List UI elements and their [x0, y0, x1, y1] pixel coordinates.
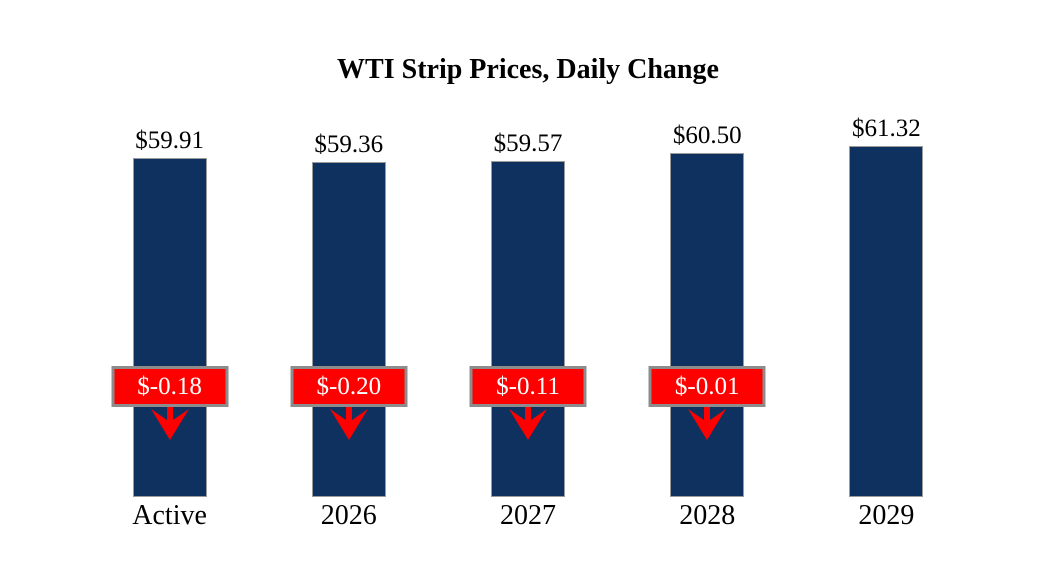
change-badge-label: $-0.11: [496, 373, 560, 400]
change-badge-label: $-0.18: [137, 373, 202, 400]
bar-group-2029: $61.32 2029: [797, 0, 976, 576]
value-label: $60.50: [672, 122, 742, 149]
value-label: $59.91: [135, 127, 204, 154]
category-label: Active: [132, 500, 207, 531]
change-badge-label: $-0.01: [674, 373, 740, 400]
category-label: 2029: [858, 500, 915, 531]
bar: [670, 153, 745, 497]
category-label: 2028: [679, 500, 736, 531]
down-arrow-icon: [509, 407, 547, 440]
change-badge: $-0.18: [111, 366, 229, 407]
value-label: $59.36: [314, 131, 384, 158]
bar: [491, 161, 565, 497]
plot-area: $59.91 $-0.18 Active $59.36 $-0.20 2026 …: [80, 0, 976, 576]
down-arrow-icon: [688, 407, 727, 440]
down-arrow-icon: [329, 407, 368, 440]
value-label: $59.57: [493, 130, 563, 157]
category-label: 2026: [320, 500, 377, 531]
bar-group-active: $59.91 $-0.18 Active: [80, 0, 259, 576]
bar: [132, 158, 207, 497]
change-badge: $-0.01: [648, 366, 766, 407]
category-label: 2027: [500, 500, 556, 531]
chart-title: WTI Strip Prices, Daily Change: [337, 54, 719, 85]
bar-group-2026: $59.36 $-0.20 2026: [259, 0, 438, 576]
change-badge-label: $-0.20: [316, 373, 382, 400]
bar-group-2027: $59.57 $-0.11 2027: [438, 0, 617, 576]
down-arrow-icon: [150, 407, 189, 440]
bar: [849, 146, 924, 497]
change-badge: $-0.11: [469, 366, 587, 407]
value-label: $61.32: [852, 115, 921, 142]
bar: [311, 162, 386, 497]
change-badge: $-0.20: [290, 366, 408, 407]
bar-group-2028: $60.50 $-0.01 2028: [618, 0, 797, 576]
